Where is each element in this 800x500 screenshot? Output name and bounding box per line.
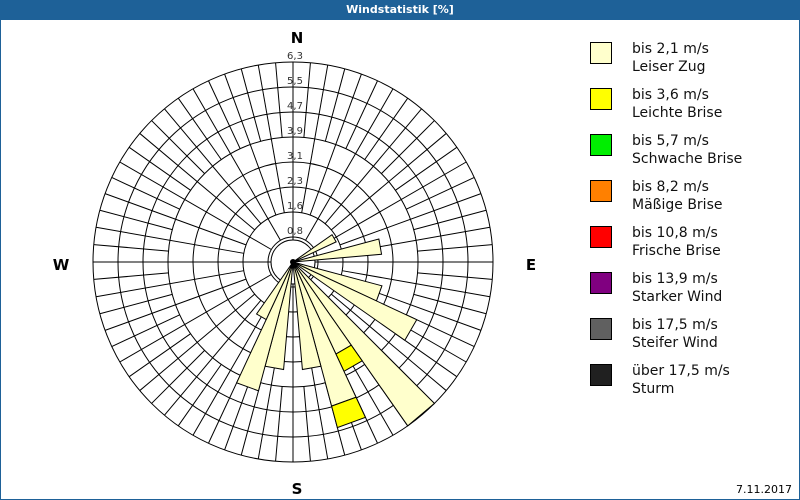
legend-label: Mäßige Brise xyxy=(632,197,723,213)
svg-text:4,7: 4,7 xyxy=(287,101,303,112)
legend-range: über 17,5 m/s xyxy=(632,363,730,379)
svg-text:3,9: 3,9 xyxy=(287,126,303,137)
legend-range: bis 5,7 m/s xyxy=(632,133,709,149)
svg-text:0,8: 0,8 xyxy=(287,226,303,237)
legend-range: bis 10,8 m/s xyxy=(632,225,718,241)
compass-w: W xyxy=(53,256,70,274)
chart-title: Windstatistik [%] xyxy=(0,0,800,20)
legend-swatch xyxy=(590,226,612,248)
legend-range: bis 2,1 m/s xyxy=(632,41,709,57)
date-label: 7.11.2017 xyxy=(736,483,792,496)
radial-tick-labels: 0,8 1,6 2,3 3,1 3,9 4,7 5,5 6,3 xyxy=(287,51,303,240)
legend-swatch xyxy=(590,88,612,110)
legend-swatch xyxy=(590,180,612,202)
legend-range: bis 8,2 m/s xyxy=(632,179,709,195)
compass-n: N xyxy=(291,29,304,47)
legend-label: Frische Brise xyxy=(632,243,721,259)
legend-range: bis 17,5 m/s xyxy=(632,317,718,333)
wind-bars xyxy=(235,233,436,429)
svg-text:5,5: 5,5 xyxy=(287,76,303,87)
legend-label: Starker Wind xyxy=(632,289,723,305)
svg-text:2,3: 2,3 xyxy=(287,176,303,187)
legend-label: Sturm xyxy=(632,381,675,397)
legend-swatch xyxy=(590,272,612,294)
legend-swatch xyxy=(590,364,612,386)
legend-range: bis 13,9 m/s xyxy=(632,271,718,287)
compass-s: S xyxy=(292,480,303,498)
legend-swatch xyxy=(590,42,612,64)
svg-text:3,1: 3,1 xyxy=(287,151,303,162)
legend-label: Leichte Brise xyxy=(632,105,723,121)
legend-label: Schwache Brise xyxy=(632,151,743,167)
legend-swatch xyxy=(590,318,612,340)
legend-label: Leiser Zug xyxy=(632,59,706,75)
legend-range: bis 3,6 m/s xyxy=(632,87,709,103)
svg-text:6,3: 6,3 xyxy=(287,51,303,62)
legend-swatch xyxy=(590,134,612,156)
legend-label: Steifer Wind xyxy=(632,335,718,351)
compass-e: E xyxy=(526,256,536,274)
svg-text:1,6: 1,6 xyxy=(287,201,303,212)
